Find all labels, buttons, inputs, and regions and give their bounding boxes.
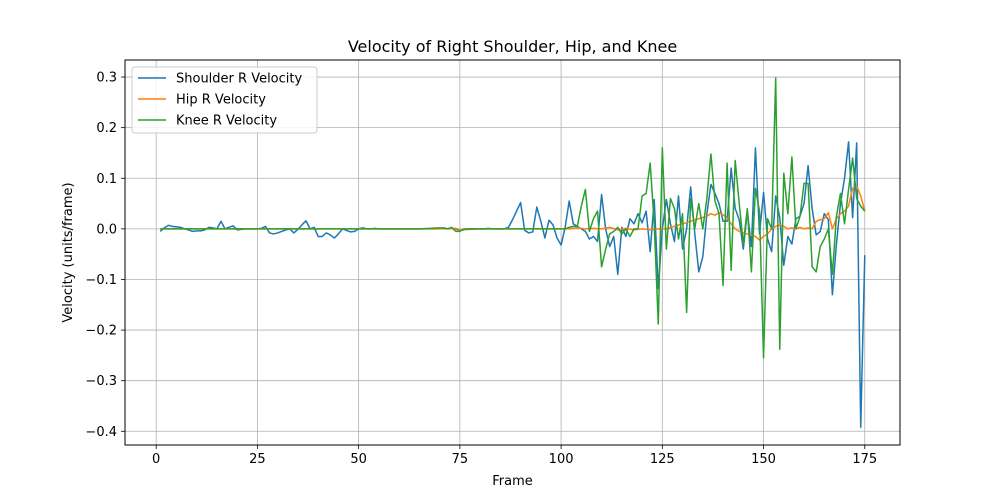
y-tick-label: −0.3	[85, 374, 117, 389]
x-tick-label: 100	[549, 452, 574, 467]
legend-label: Shoulder R Velocity	[176, 72, 302, 87]
knee-r-velocity-line	[160, 77, 866, 359]
x-tick-label: 75	[452, 452, 469, 467]
x-tick-label: 25	[249, 452, 266, 467]
axis-ticks: 0 25 50 75 100 125 150 175 −0.4 −0.3 −0.2 −0.1 0.0 0.…	[85, 71, 877, 467]
legend-label: Knee R Velocity	[176, 114, 277, 129]
y-tick-label: 0.1	[96, 172, 117, 187]
x-tick-label: 50	[350, 452, 367, 467]
y-tick-label: 0.2	[96, 121, 117, 136]
legend: Shoulder R Velocity Hip R Velocity Knee R …	[131, 66, 318, 134]
x-tick-label: 175	[852, 452, 877, 467]
y-tick-label: 0.0	[96, 222, 117, 237]
y-tick-label: −0.1	[85, 273, 117, 288]
y-tick-label: −0.4	[85, 425, 117, 440]
x-tick-label: 150	[751, 452, 776, 467]
chart-title: Velocity of Right Shoulder, Hip, and Kne…	[348, 37, 677, 56]
x-tick-label: 125	[650, 452, 675, 467]
grid-lines	[125, 60, 900, 445]
plot-frame	[124, 59, 901, 446]
y-tick-label: −0.2	[85, 324, 117, 339]
series-lines	[159, 77, 866, 428]
x-tick-label: 0	[152, 452, 160, 467]
legend-box	[131, 66, 318, 134]
x-axis-label: Frame	[492, 474, 533, 489]
y-axis-label: Velocity (units/frame)	[61, 182, 76, 322]
y-tick-label: 0.3	[96, 71, 117, 86]
legend-label: Hip R Velocity	[176, 93, 266, 108]
